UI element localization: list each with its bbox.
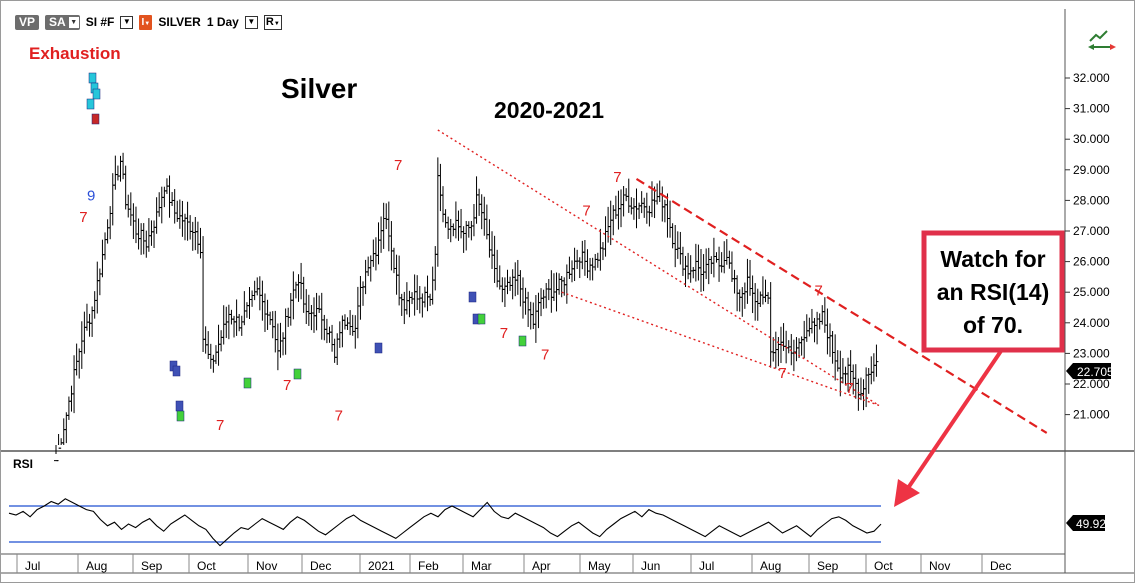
- indicator-marker: [175, 400, 184, 412]
- symbol-dropdown-icon[interactable]: ▼: [120, 15, 134, 29]
- indicator-marker: [172, 365, 181, 377]
- callout-line-2: an RSI(14): [937, 279, 1049, 305]
- indicator-marker: [374, 342, 383, 354]
- indicator-button[interactable]: I▼: [139, 14, 153, 30]
- sa-button-label: SA: [49, 14, 66, 29]
- price-tick-label: 31.000: [1073, 102, 1110, 116]
- vp-button[interactable]: VP: [15, 14, 40, 30]
- callout-line-1: Watch for: [940, 246, 1045, 272]
- setup-count-label: 9: [87, 187, 95, 204]
- setup-count-label: 7: [283, 377, 291, 394]
- timeframe-label[interactable]: 1 Day: [206, 15, 239, 29]
- symbol-label[interactable]: SI #F: [85, 15, 115, 29]
- timeframe-dropdown-icon[interactable]: ▼: [244, 15, 258, 29]
- price-tick-label: 24.000: [1073, 316, 1110, 330]
- time-tick-label: Mar: [471, 559, 492, 573]
- price-tick-label: 23.000: [1073, 346, 1110, 360]
- r-button[interactable]: R▼: [263, 14, 282, 30]
- time-tick-label: Nov: [929, 559, 950, 573]
- link-arrows-icon[interactable]: [1088, 30, 1116, 50]
- indicator-marker: [293, 368, 302, 380]
- r-button-label: R: [265, 15, 274, 28]
- indicator-marker: [477, 313, 486, 325]
- price-tick-label: 29.000: [1073, 163, 1110, 177]
- price-tick-label: 22.000: [1073, 377, 1110, 391]
- callout-box: Watch for an RSI(14) of 70.: [921, 230, 1065, 353]
- r-dropdown-icon: ▼: [273, 20, 280, 27]
- setup-count-label: 7: [613, 169, 621, 186]
- price-tick-label: 25.000: [1073, 285, 1110, 299]
- time-tick-label: Jul: [25, 559, 40, 573]
- time-tick-label: Dec: [310, 559, 331, 573]
- trendline: [635, 178, 1048, 434]
- sa-button[interactable]: SA ▼: [45, 14, 80, 30]
- setup-count-label: 7: [335, 408, 343, 425]
- indicator-marker: [92, 88, 101, 100]
- indicator-markers: [86, 72, 527, 422]
- indicator-marker: [468, 291, 477, 303]
- callout-line-3: of 70.: [963, 312, 1023, 338]
- price-tick-label: 27.000: [1073, 224, 1110, 238]
- trendline: [561, 291, 880, 407]
- setup-count-label: 7: [845, 380, 853, 397]
- price-tick-label: 32.000: [1073, 71, 1110, 85]
- callout-arrow: [894, 349, 1003, 507]
- setup-count-label: 7: [216, 417, 224, 434]
- price-tick-label: 30.000: [1073, 132, 1110, 146]
- setup-count-label: 7: [815, 282, 823, 299]
- time-tick-label: Jul: [699, 559, 714, 573]
- time-tick-label: Oct: [874, 559, 893, 573]
- last-price-value: 22.705: [1077, 365, 1114, 379]
- indicator-marker: [176, 410, 185, 422]
- time-tick-label: Nov: [256, 559, 277, 573]
- indicator-dropdown-icon: ▼: [144, 20, 151, 27]
- time-tick-label: Feb: [418, 559, 439, 573]
- setup-count-label: 7: [79, 209, 87, 226]
- price-tick-label: 26.000: [1073, 255, 1110, 269]
- time-tick-label: Aug: [86, 559, 107, 573]
- time-tick-label: Aug: [760, 559, 781, 573]
- chart-title: Silver: [281, 73, 357, 104]
- setup-count-label: 7: [778, 365, 786, 382]
- trendlines: [437, 129, 1048, 434]
- time-tick-label: May: [588, 559, 611, 573]
- indicator-marker: [86, 98, 95, 110]
- price-tick-label: 21.000: [1073, 408, 1110, 422]
- setup-count-label: 7: [541, 347, 549, 364]
- chart-subtitle: 2020-2021: [494, 97, 604, 123]
- time-tick-label: Sep: [141, 559, 163, 573]
- price-axis: 32.000 31.000 30.000 29.000 28.000 27.000 26.0…: [1065, 71, 1110, 422]
- indicator-button-label: I: [141, 16, 145, 28]
- instrument-label: SILVER: [158, 15, 201, 29]
- sa-dropdown-icon: ▼: [68, 16, 79, 28]
- indicator-marker: [91, 113, 100, 125]
- indicator-marker: [243, 377, 252, 389]
- chart-toolbar: VP SA ▼ SI #F ▼ I▼ SILVER 1 Day ▼ R▼: [15, 14, 282, 30]
- trendline: [437, 129, 880, 407]
- price-bars: [54, 152, 879, 462]
- rsi-last-badge: 49.92: [1066, 515, 1106, 531]
- rsi-title: RSI: [13, 457, 33, 471]
- rsi-last-value: 49.92: [1076, 517, 1106, 531]
- setup-count-label: 7: [500, 325, 508, 342]
- time-tick-label: Sep: [817, 559, 839, 573]
- exhaustion-label: Exhaustion: [29, 44, 121, 63]
- setup-count-label: 7: [582, 203, 590, 220]
- indicator-marker: [88, 72, 97, 84]
- price-tick-label: 28.000: [1073, 193, 1110, 207]
- last-price-badge: 22.705: [1066, 363, 1114, 379]
- rsi-line: [8, 498, 882, 547]
- time-tick-label: Jun: [641, 559, 660, 573]
- setup-count-label: 7: [394, 157, 402, 174]
- time-tick-label: 2021: [368, 559, 395, 573]
- time-tick-label: Apr: [532, 559, 551, 573]
- time-tick-label: Dec: [990, 559, 1011, 573]
- indicator-marker: [518, 335, 527, 347]
- time-tick-label: Oct: [197, 559, 216, 573]
- time-axis: Jul Aug Sep Oct Nov Dec 2021 Feb Mar Apr May Jun Jul…: [16, 554, 1011, 573]
